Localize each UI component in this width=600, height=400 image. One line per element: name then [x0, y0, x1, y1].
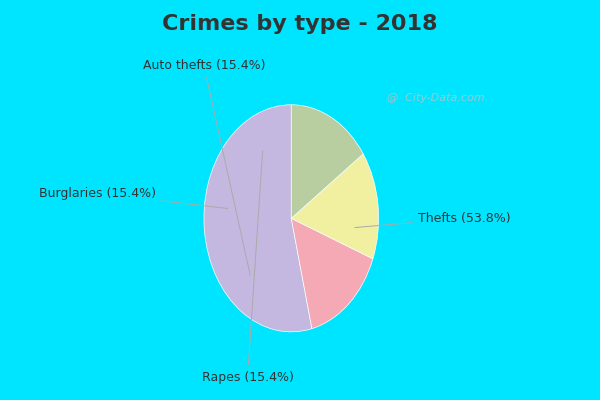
Text: Rapes (15.4%): Rapes (15.4%): [202, 151, 293, 384]
Text: @  City-Data.com: @ City-Data.com: [388, 94, 485, 104]
Text: Burglaries (15.4%): Burglaries (15.4%): [39, 187, 228, 208]
Text: Crimes by type - 2018: Crimes by type - 2018: [162, 14, 438, 34]
Wedge shape: [291, 218, 373, 329]
Wedge shape: [291, 154, 379, 259]
Wedge shape: [291, 105, 363, 218]
Wedge shape: [204, 105, 312, 332]
Text: Thefts (53.8%): Thefts (53.8%): [355, 212, 511, 228]
Text: Auto thefts (15.4%): Auto thefts (15.4%): [143, 58, 265, 275]
